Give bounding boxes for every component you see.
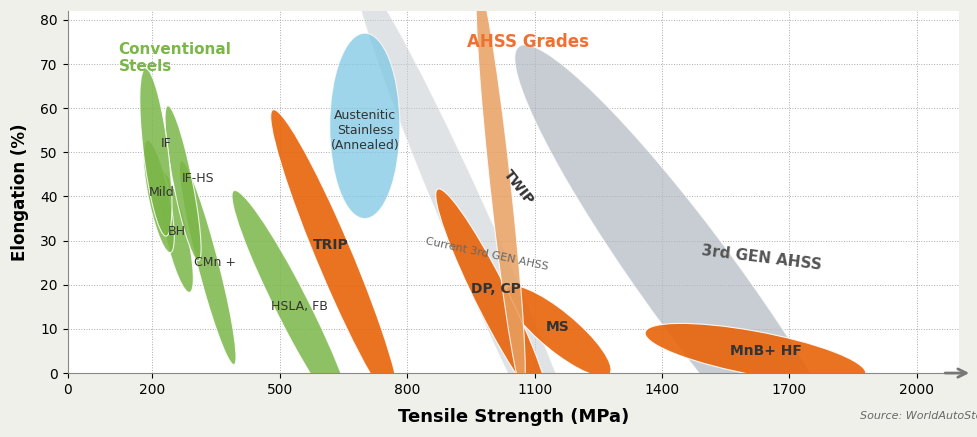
Text: TWIP: TWIP: [500, 167, 536, 208]
Text: Current 3rd GEN AHSS: Current 3rd GEN AHSS: [424, 236, 549, 272]
Ellipse shape: [476, 0, 526, 392]
Ellipse shape: [140, 69, 172, 236]
Ellipse shape: [158, 171, 193, 292]
Text: Source: WorldAutoSteel: Source: WorldAutoSteel: [860, 411, 977, 421]
Y-axis label: Elongation (%): Elongation (%): [11, 123, 29, 261]
Text: IF: IF: [161, 137, 172, 150]
Text: DP, CP: DP, CP: [471, 282, 521, 296]
Ellipse shape: [436, 189, 549, 407]
Ellipse shape: [271, 110, 400, 407]
Text: Conventional
Steels: Conventional Steels: [118, 42, 232, 74]
Text: CMn +: CMn +: [194, 256, 236, 269]
Ellipse shape: [180, 161, 236, 364]
Ellipse shape: [355, 0, 613, 437]
Text: MS: MS: [545, 320, 569, 334]
Text: Mild: Mild: [149, 186, 174, 198]
Ellipse shape: [645, 323, 866, 383]
Text: 3rd GEN AHSS: 3rd GEN AHSS: [701, 243, 822, 273]
Ellipse shape: [330, 33, 400, 218]
Text: AHSS Grades: AHSS Grades: [467, 33, 589, 51]
Ellipse shape: [505, 286, 611, 377]
Ellipse shape: [144, 140, 174, 253]
Ellipse shape: [165, 106, 201, 261]
Ellipse shape: [232, 191, 354, 423]
X-axis label: Tensile Strength (MPa): Tensile Strength (MPa): [398, 408, 629, 426]
Text: IF-HS: IF-HS: [182, 172, 214, 185]
Text: MnB+ HF: MnB+ HF: [730, 344, 802, 358]
Text: HSLA, FB: HSLA, FB: [271, 300, 327, 313]
Text: Austenitic
Stainless
(Annealed): Austenitic Stainless (Annealed): [330, 109, 400, 152]
Text: TRIP: TRIP: [313, 238, 349, 252]
Ellipse shape: [515, 45, 877, 437]
Text: BH: BH: [168, 225, 187, 238]
